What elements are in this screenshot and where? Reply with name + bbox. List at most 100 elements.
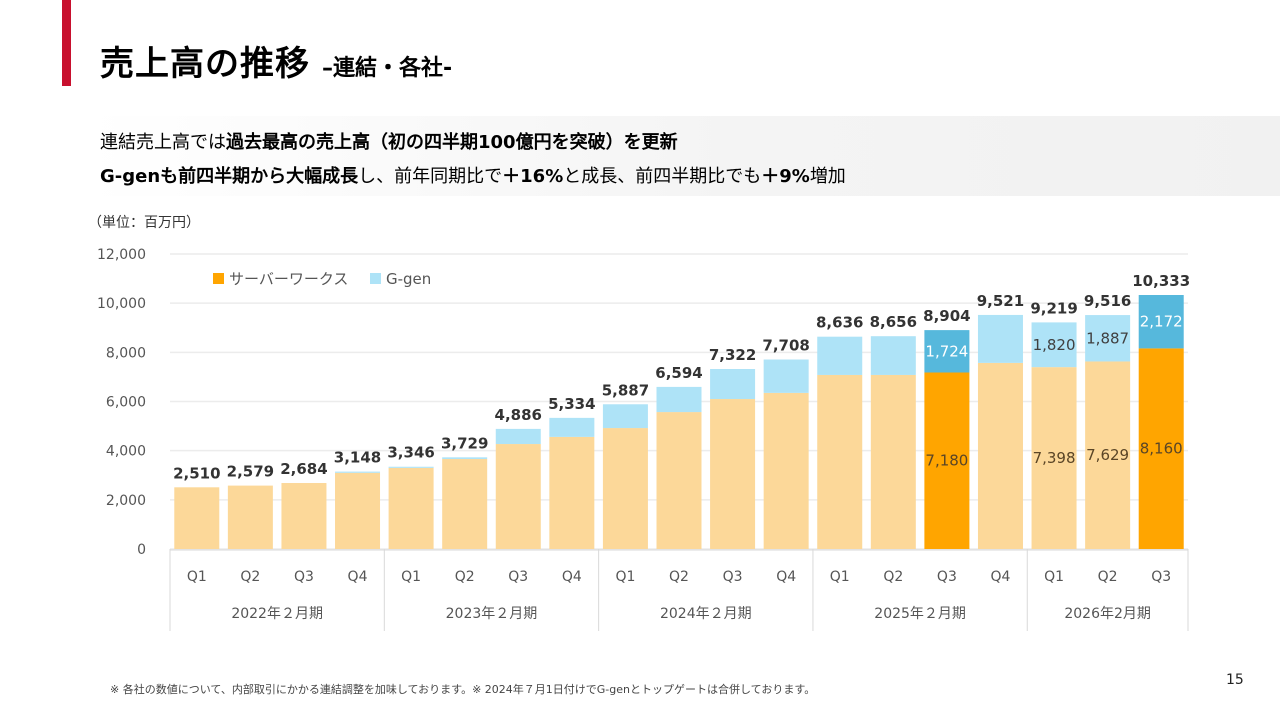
bar-ggen bbox=[710, 369, 756, 400]
summary-line1-run-1: 過去最高の売上高（初の四半期100億円を突破）を更新 bbox=[226, 132, 678, 153]
summary-line1-run-0: 連結売上高では bbox=[100, 132, 226, 153]
bar-serverworks bbox=[817, 374, 863, 549]
bar-ggen bbox=[656, 386, 702, 413]
quarter-label: Q2 bbox=[883, 569, 903, 585]
y-tick-label: 10,000 bbox=[97, 296, 146, 312]
quarter-label: Q1 bbox=[401, 569, 421, 585]
fiscal-year-label: 2022年２月期 bbox=[231, 606, 323, 622]
quarter-label: Q3 bbox=[723, 569, 743, 585]
quarter-label: Q3 bbox=[937, 569, 957, 585]
bar-ggen bbox=[549, 417, 595, 437]
quarter-label: Q2 bbox=[455, 569, 475, 585]
total-label: 8,636 bbox=[816, 314, 863, 332]
bar-ggen bbox=[442, 457, 488, 460]
summary-line-2: G-genも前四半期から大幅成長し、前年同期比で＋16%と成長、前四半期比でも＋… bbox=[100, 162, 846, 188]
total-label: 5,334 bbox=[548, 395, 595, 413]
bar-ggen bbox=[977, 314, 1023, 363]
serverworks-value-label: 7,398 bbox=[1033, 449, 1076, 467]
total-label: 7,322 bbox=[709, 346, 756, 364]
unit-label: （単位：百万円） bbox=[88, 215, 200, 231]
legend-swatch-ggen bbox=[370, 273, 381, 284]
bar-serverworks bbox=[495, 444, 541, 549]
quarter-label: Q3 bbox=[294, 569, 314, 585]
total-label: 8,904 bbox=[923, 307, 970, 325]
bar-serverworks bbox=[1138, 348, 1184, 549]
total-label: 8,656 bbox=[870, 313, 917, 331]
total-label: 2,684 bbox=[280, 460, 327, 478]
serverworks-value-label: 7,180 bbox=[925, 452, 968, 470]
summary-line2-run-5: 増加 bbox=[809, 166, 846, 187]
y-tick-label: 6,000 bbox=[106, 395, 146, 411]
summary-line2-run-4: ＋9% bbox=[761, 166, 810, 187]
summary-line2-run-3: と成長、前四半期比でも bbox=[563, 166, 762, 187]
legend-swatch-serverworks bbox=[213, 273, 224, 284]
y-tick-label: 4,000 bbox=[106, 444, 146, 460]
quarter-label: Q4 bbox=[991, 569, 1011, 585]
total-label: 10,333 bbox=[1132, 272, 1190, 290]
bar-serverworks bbox=[602, 428, 648, 549]
bar-serverworks bbox=[924, 372, 970, 549]
quarter-label: Q1 bbox=[1044, 569, 1064, 585]
bar-serverworks bbox=[442, 459, 488, 549]
ggen-value-label: 2,172 bbox=[1140, 313, 1183, 331]
bar-ggen bbox=[602, 404, 648, 429]
title-main: 売上高の推移 bbox=[100, 44, 310, 84]
quarter-label: Q3 bbox=[1151, 569, 1171, 585]
y-tick-label: 0 bbox=[137, 542, 146, 558]
fiscal-year-label: 2023年２月期 bbox=[446, 606, 538, 622]
bar-ggen bbox=[388, 466, 434, 468]
y-tick-label: 12,000 bbox=[97, 247, 146, 263]
bar-serverworks bbox=[549, 436, 595, 549]
bar-serverworks bbox=[977, 362, 1023, 549]
bar-serverworks bbox=[174, 487, 220, 549]
bar-serverworks bbox=[710, 399, 756, 549]
bar-serverworks bbox=[1085, 361, 1131, 549]
quarter-label: Q4 bbox=[348, 569, 368, 585]
bar-serverworks bbox=[763, 392, 809, 549]
bar-ggen bbox=[924, 330, 970, 373]
summary-line2-run-1: し、前年同期比で bbox=[358, 166, 503, 187]
summary-line2-run-2: ＋16% bbox=[502, 166, 564, 187]
summary-box: 連結売上高では過去最高の売上高（初の四半期100億円を突破）を更新 G-genも… bbox=[86, 116, 1280, 196]
summary-line-1: 連結売上高では過去最高の売上高（初の四半期100億円を突破）を更新 bbox=[100, 128, 678, 154]
quarter-label: Q3 bbox=[508, 569, 528, 585]
total-label: 9,516 bbox=[1084, 292, 1131, 310]
bar-serverworks bbox=[388, 467, 434, 549]
total-label: 2,510 bbox=[173, 464, 220, 482]
quarter-label: Q2 bbox=[669, 569, 689, 585]
total-label: 6,594 bbox=[655, 364, 702, 382]
total-label: 4,886 bbox=[495, 406, 542, 424]
bar-serverworks bbox=[335, 472, 381, 549]
footnote: ※ 各社の数値について、内部取引にかかる連結調整を加味しております。※ 2024… bbox=[110, 683, 816, 696]
total-label: 9,521 bbox=[977, 292, 1024, 310]
bar-ggen bbox=[1031, 322, 1077, 368]
quarter-label: Q4 bbox=[562, 569, 582, 585]
ggen-value-label: 1,724 bbox=[925, 342, 968, 360]
bar-ggen bbox=[817, 336, 863, 375]
serverworks-value-label: 8,160 bbox=[1140, 440, 1183, 458]
total-label: 3,346 bbox=[387, 444, 434, 462]
total-label: 9,219 bbox=[1030, 299, 1077, 317]
quarter-label: Q1 bbox=[830, 569, 850, 585]
bar-serverworks bbox=[870, 374, 916, 549]
fiscal-year-label: 2024年２月期 bbox=[660, 606, 752, 622]
legend-label-ggen: G-gen bbox=[386, 270, 431, 288]
quarter-label: Q4 bbox=[776, 569, 796, 585]
total-label: 3,729 bbox=[441, 434, 488, 452]
fiscal-year-label: 2026年2月期 bbox=[1064, 606, 1151, 622]
bar-serverworks bbox=[227, 485, 273, 549]
page-number: 15 bbox=[1226, 672, 1244, 688]
y-tick-label: 2,000 bbox=[106, 493, 146, 509]
ggen-value-label: 1,887 bbox=[1086, 329, 1129, 347]
quarter-label: Q2 bbox=[240, 569, 260, 585]
serverworks-value-label: 7,629 bbox=[1086, 446, 1129, 464]
bar-serverworks bbox=[656, 412, 702, 549]
bar-ggen bbox=[1085, 315, 1131, 362]
y-tick-label: 8,000 bbox=[106, 345, 146, 361]
quarter-label: Q2 bbox=[1098, 569, 1118, 585]
quarter-label: Q1 bbox=[615, 569, 635, 585]
title-accent-bar bbox=[62, 0, 71, 86]
total-label: 7,708 bbox=[762, 337, 809, 355]
bar-ggen bbox=[870, 336, 916, 375]
